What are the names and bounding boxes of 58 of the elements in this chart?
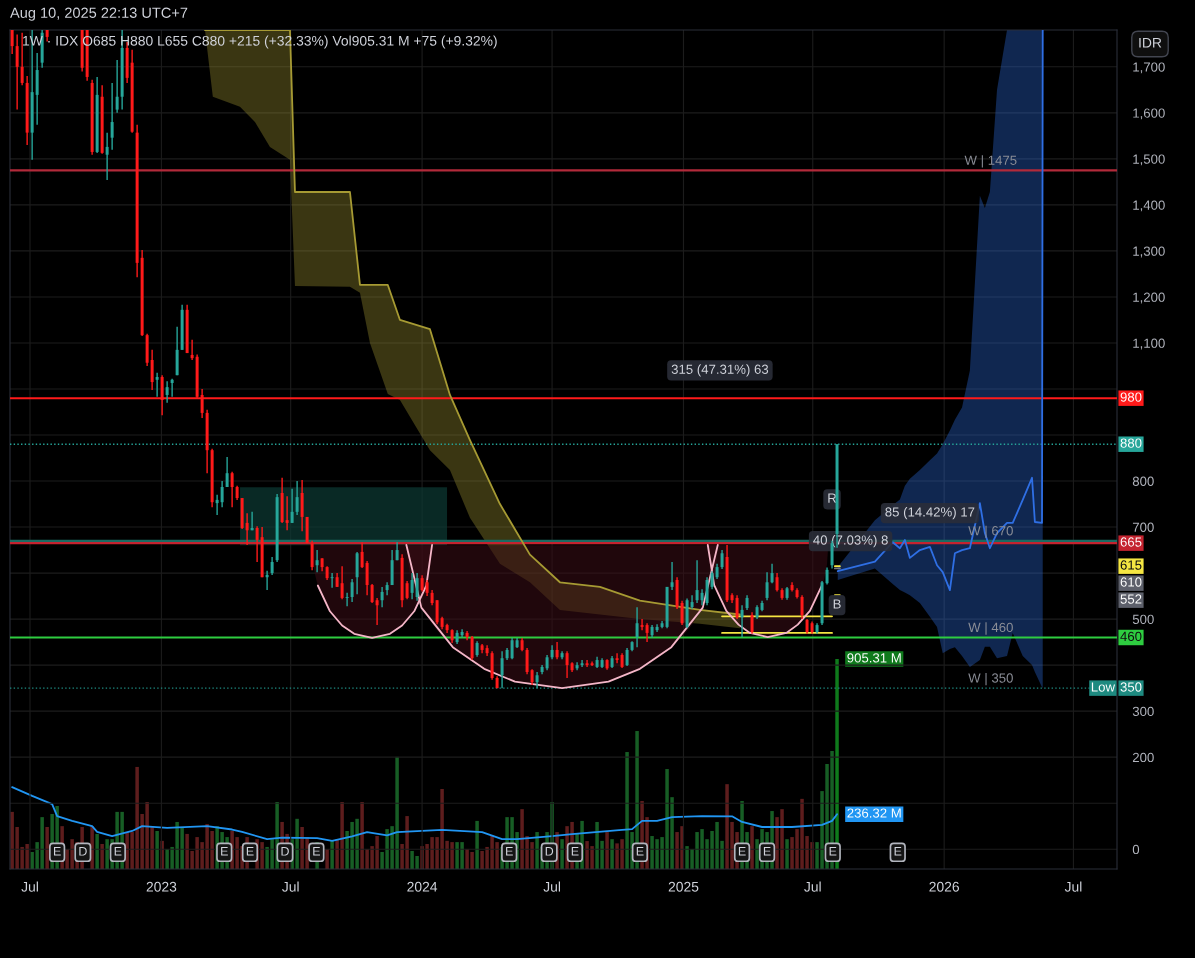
chart-title: Aug 10, 2025 22:13 UTC+7 xyxy=(10,7,188,21)
annotation: 315 (47.31%) 63 xyxy=(671,364,769,377)
y-tick-label: 1,200 xyxy=(1133,292,1165,304)
annotation: E xyxy=(313,846,321,856)
x-tick-label: Jul xyxy=(543,881,561,892)
x-tick-label: Jul xyxy=(804,881,821,892)
text: 552 xyxy=(1120,594,1142,604)
text: 610 xyxy=(1120,577,1142,587)
y-tick-label: 1,500 xyxy=(1133,154,1165,166)
annotation: E xyxy=(221,846,228,856)
annotation: 460 xyxy=(1120,631,1142,642)
annotation: E xyxy=(829,846,837,856)
y-axis-title: IDR xyxy=(1139,38,1162,48)
x-tick-label: Jul xyxy=(282,881,299,892)
annotation: 980 xyxy=(1120,392,1142,402)
annotation: 350 xyxy=(1120,682,1142,692)
annotation: E xyxy=(894,846,902,856)
y-tick-label: 1,100 xyxy=(1133,338,1165,350)
y-tick-label: 700 xyxy=(1132,522,1154,532)
x-tick-label: 2024 xyxy=(407,881,438,892)
annotation: E xyxy=(738,846,746,856)
y-tick-label: 1,700 xyxy=(1133,62,1165,74)
y-tick-label: 1,400 xyxy=(1133,200,1165,212)
y-tick-label: 500 xyxy=(1132,614,1154,625)
y-tick-label: 200 xyxy=(1132,752,1154,763)
annotation: 615 xyxy=(1120,560,1142,570)
annotation: 665 xyxy=(1120,537,1142,547)
annotation: D xyxy=(79,846,87,856)
y-tick-label: 0 xyxy=(1132,844,1140,855)
y-tick-label: 300 xyxy=(1132,706,1154,717)
x-tick-label: 2023 xyxy=(146,881,177,892)
x-tick-label: 2026 xyxy=(929,881,959,892)
x-tick-label: Jul xyxy=(1064,881,1082,892)
annotation: E xyxy=(246,846,254,856)
annotation: 85 (14.42%) 17 xyxy=(885,506,975,520)
annotation: Low xyxy=(1091,682,1116,692)
y-tick-label: 800 xyxy=(1132,476,1154,486)
annotation: D xyxy=(281,846,289,856)
annotation: E xyxy=(763,846,771,856)
ref-line-label: W | 350 xyxy=(968,672,1013,686)
annotation: E xyxy=(571,846,579,856)
annotation: 905.31 M xyxy=(847,653,901,663)
annotation: E xyxy=(114,846,122,856)
annotation: 236.32 M xyxy=(847,808,901,818)
annotation: E xyxy=(506,846,513,856)
x-tick-label: Jul xyxy=(21,881,38,892)
y-tick-label: 1,600 xyxy=(1133,108,1165,120)
ref-line-label: W | 460 xyxy=(968,622,1013,635)
x-tick-label: 2025 xyxy=(668,881,699,892)
annotation: E xyxy=(636,846,644,856)
y-tick-label: 1,300 xyxy=(1133,246,1165,258)
annotation: B xyxy=(833,599,841,609)
annotation: E xyxy=(53,846,61,856)
ref-line-label: W | 1475 xyxy=(964,155,1017,168)
annotation: 880 xyxy=(1120,438,1142,448)
annotation: R xyxy=(828,493,837,503)
annotation: D xyxy=(545,846,554,856)
annotation: 40 (7.03%) 8 xyxy=(813,535,888,548)
